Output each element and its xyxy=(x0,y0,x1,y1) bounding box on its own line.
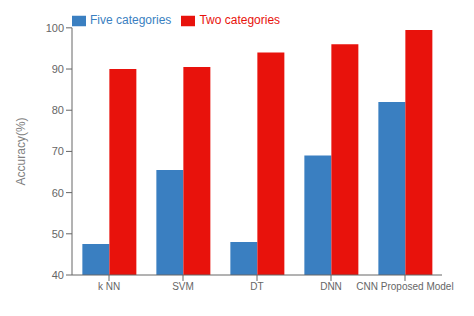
html-text:Five categories: Five categories xyxy=(90,13,172,27)
svg-text:SVM: SVM xyxy=(172,281,194,292)
svg-text:80: 80 xyxy=(52,104,64,116)
svg-text:DNN: DNN xyxy=(320,281,342,292)
svg-text:DT: DT xyxy=(250,281,263,292)
svg-text:CNN Proposed Model: CNN Proposed Model xyxy=(356,281,453,292)
svg-text:100: 100 xyxy=(46,22,64,34)
svg-text:50: 50 xyxy=(52,228,64,240)
svg-text:Accuracy(%): Accuracy(%) xyxy=(14,117,28,185)
svg-text:90: 90 xyxy=(52,63,64,75)
svg-text:70: 70 xyxy=(52,145,64,157)
svg-text:40: 40 xyxy=(52,269,64,281)
svg-text:k NN: k NN xyxy=(98,281,120,292)
html-text:Two categories: Two categories xyxy=(199,13,281,27)
svg-text:60: 60 xyxy=(52,187,64,199)
